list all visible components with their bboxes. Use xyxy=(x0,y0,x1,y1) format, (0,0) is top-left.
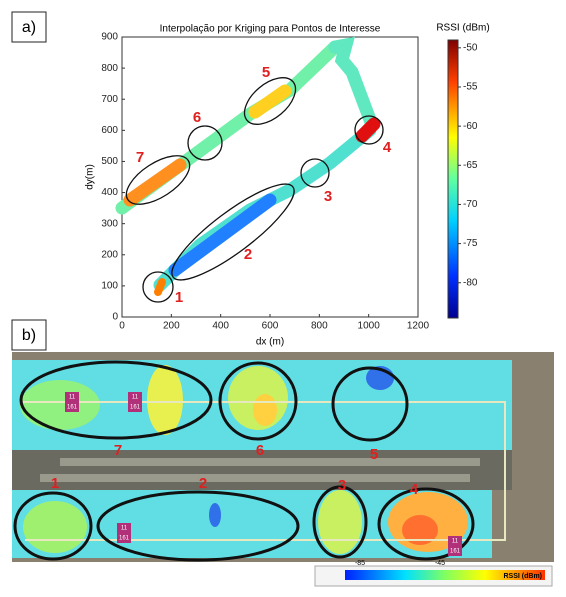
zone xyxy=(218,361,298,441)
pin-bottom: 161 xyxy=(450,549,461,555)
segment xyxy=(154,278,166,296)
colorbar-tick-label: -65 xyxy=(463,160,478,171)
region xyxy=(354,115,384,145)
y-tick-label: 800 xyxy=(101,63,118,74)
regions xyxy=(125,77,384,303)
segment xyxy=(168,193,277,277)
region xyxy=(300,158,330,188)
zone xyxy=(377,487,475,561)
y-tick-label: 500 xyxy=(101,156,118,167)
x-axis-label: dx (m) xyxy=(256,337,284,348)
pin-bottom: 161 xyxy=(67,405,78,411)
pin xyxy=(448,536,462,556)
chart-title: Interpolação por Kriging para Pontos de … xyxy=(160,24,381,35)
y-tick-label: 400 xyxy=(101,187,118,198)
terrain xyxy=(12,450,512,490)
region-number: 4 xyxy=(383,139,392,156)
x-tick-label: 800 xyxy=(311,321,328,332)
heat-zone xyxy=(209,503,221,527)
x-tick-label: 0 xyxy=(119,321,125,332)
zone xyxy=(19,360,213,440)
heat-zone xyxy=(147,365,183,435)
zone xyxy=(312,485,368,559)
colorbar-tick-label: -70 xyxy=(463,199,478,210)
y-tick-label: 200 xyxy=(101,249,118,260)
pin xyxy=(128,392,142,412)
road xyxy=(60,458,480,466)
legend-max: -45 xyxy=(435,560,445,567)
zone-number: 2 xyxy=(199,475,207,492)
colorbar-tick-label: -50 xyxy=(463,42,478,53)
zone-number: 7 xyxy=(114,442,122,459)
y-tick-label: 600 xyxy=(101,125,118,136)
y-tick-label: 700 xyxy=(101,94,118,105)
panel-label: b) xyxy=(22,327,36,344)
segment xyxy=(355,117,381,143)
legend-label: RSSI (dBm) xyxy=(504,573,543,580)
zone xyxy=(13,491,93,561)
colorbar-tick-label: -80 xyxy=(463,277,478,288)
x-tick-label: 400 xyxy=(212,321,229,332)
heat-zone xyxy=(402,515,438,545)
x-tick-label: 600 xyxy=(262,321,279,332)
colorbar-label: RSSI (dBm) xyxy=(436,23,489,34)
x-tick-label: 1200 xyxy=(407,321,430,332)
x-tick-label: 1000 xyxy=(358,321,381,332)
y-tick-label: 300 xyxy=(101,218,118,229)
track xyxy=(115,36,381,296)
legend-gradient xyxy=(345,570,545,580)
colorbar-tick-label: -60 xyxy=(463,121,478,132)
pin xyxy=(65,392,79,412)
zone xyxy=(96,490,300,562)
region-number: 5 xyxy=(262,64,270,81)
zone-number: 4 xyxy=(410,481,419,498)
heat-zone xyxy=(318,490,362,554)
colorbar xyxy=(447,39,459,319)
y-axis-label: dy(m) xyxy=(85,164,96,190)
region xyxy=(187,125,223,161)
y-tick-label: 100 xyxy=(101,281,118,292)
pin-top: 11 xyxy=(132,395,139,401)
y-tick-label: 900 xyxy=(101,32,118,43)
segment xyxy=(248,84,292,119)
route xyxy=(20,401,506,541)
panel-label: a) xyxy=(22,19,36,36)
x-tick-label: 200 xyxy=(163,321,180,332)
pin-top: 11 xyxy=(452,539,459,545)
panel-label-box xyxy=(11,319,47,351)
y-tick-label: 0 xyxy=(112,312,118,323)
region xyxy=(142,271,174,303)
heat-zone xyxy=(253,394,277,426)
zone-number: 6 xyxy=(256,442,264,459)
region-number: 3 xyxy=(324,188,332,205)
legend-min: -85 xyxy=(355,560,365,567)
right-track xyxy=(328,36,379,132)
region xyxy=(125,155,191,205)
pin-top: 11 xyxy=(121,526,128,532)
colorbar-tick-label: -75 xyxy=(463,238,478,249)
pin-bottom: 161 xyxy=(119,536,130,542)
region-number: 7 xyxy=(136,149,144,166)
pin xyxy=(117,523,131,543)
region xyxy=(243,77,297,125)
pin-top: 11 xyxy=(69,395,76,401)
region-number: 2 xyxy=(244,246,252,263)
map xyxy=(12,352,554,562)
zone-number: 5 xyxy=(370,446,378,463)
zone-number: 1 xyxy=(51,475,59,492)
zone-number: 3 xyxy=(338,477,346,494)
heat-zone xyxy=(23,501,87,553)
region xyxy=(171,183,295,281)
road xyxy=(40,474,470,482)
segment xyxy=(123,158,187,207)
region-number: 6 xyxy=(193,109,201,126)
colorbar-tick-label: -55 xyxy=(463,82,478,93)
zones xyxy=(13,360,475,562)
pin-bottom: 161 xyxy=(130,405,141,411)
zone xyxy=(331,366,409,442)
heat-zone xyxy=(20,380,100,430)
panel-label-box xyxy=(11,11,47,43)
region-number: 1 xyxy=(175,289,183,306)
